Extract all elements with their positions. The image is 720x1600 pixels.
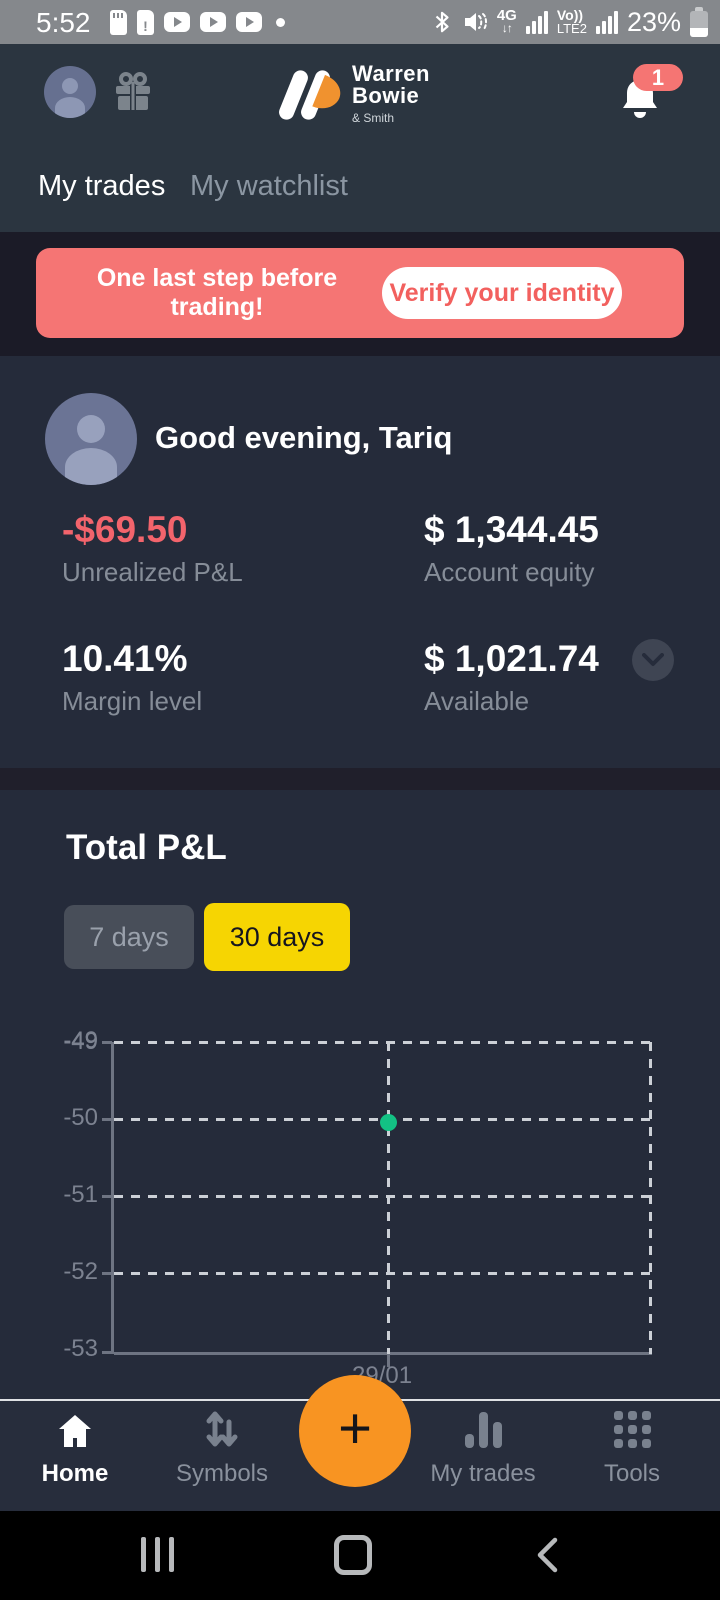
trades-icon xyxy=(464,1412,502,1448)
nav-label: Tools xyxy=(603,1460,661,1487)
gridline-v xyxy=(387,1042,390,1354)
expand-stats-button[interactable] xyxy=(632,639,674,681)
stat-available: $ 1,021.74 Available xyxy=(424,637,599,721)
stat-label: Unrealized P&L xyxy=(62,557,243,587)
x-tick xyxy=(387,1355,390,1367)
nav-label: My trades xyxy=(430,1460,536,1487)
plus-icon: + xyxy=(338,1396,372,1461)
stat-value: -$69.50 xyxy=(62,509,188,550)
stat-unrealized-pnl: -$69.50 Unrealized P&L xyxy=(62,508,243,592)
y-axis-line xyxy=(111,1042,114,1354)
nav-item-my-trades[interactable]: My trades xyxy=(403,1408,563,1488)
mute-icon xyxy=(464,13,487,31)
user-avatar[interactable] xyxy=(45,393,137,485)
gridline-h xyxy=(114,1272,652,1275)
chevron-down-icon xyxy=(642,653,664,666)
brand-logo-icon xyxy=(276,67,341,125)
brand-logo: Warren Bowie & Smith xyxy=(276,61,468,126)
battery-icon xyxy=(690,7,708,37)
stat-label: Available xyxy=(424,686,530,716)
clock: 5:52 xyxy=(36,7,91,38)
tab-my-trades[interactable]: My trades xyxy=(38,170,166,202)
stat-label: Margin level xyxy=(62,686,203,716)
nav-item-symbols[interactable]: Symbols xyxy=(142,1408,302,1488)
battery-percent: 23% xyxy=(626,6,681,37)
status-left-icons: ! xyxy=(110,8,285,36)
verify-identity-button[interactable]: Verify your identity xyxy=(382,267,622,319)
pnl-chart: -49 xyxy=(0,1010,720,1390)
sd-card-alert-icon: ! xyxy=(137,9,154,35)
volte-lte2-label: Vo)) LTE2 xyxy=(556,7,587,36)
bluetooth-icon xyxy=(435,11,449,33)
gift-icon[interactable] xyxy=(114,72,152,112)
symbols-icon xyxy=(206,1411,238,1447)
gridline-h xyxy=(114,1041,652,1044)
status-bar: 5:52 ! 4G ↓↑ Vo)) xyxy=(0,0,720,44)
tools-icon xyxy=(613,1411,651,1448)
home-icon xyxy=(59,1415,91,1447)
play-icon xyxy=(164,12,190,32)
android-nav-bar xyxy=(0,1511,720,1600)
gridline-v xyxy=(649,1042,652,1354)
chart-data-point[interactable] xyxy=(380,1114,397,1131)
banner-message: One last step before trading! xyxy=(96,264,338,321)
signal-icon xyxy=(525,10,548,34)
stat-value: $ 1,021.74 xyxy=(424,638,599,679)
y-tick-label: -50 xyxy=(63,1104,98,1131)
app-header xyxy=(0,44,720,232)
tab-my-watchlist[interactable]: My watchlist xyxy=(190,170,348,202)
y-tick-label: -51 xyxy=(63,1181,98,1208)
nav-label: Symbols xyxy=(175,1460,269,1487)
range-30days-button[interactable]: 30 days xyxy=(204,903,350,971)
notification-badge: 1 xyxy=(633,64,683,91)
recents-icon[interactable] xyxy=(141,1537,174,1572)
sd-card-icon xyxy=(110,9,127,35)
y-tick xyxy=(102,1272,112,1275)
profile-avatar[interactable] xyxy=(44,66,96,118)
y-tick xyxy=(102,1195,112,1198)
nav-label: Home xyxy=(41,1460,109,1487)
nav-item-tools[interactable]: Tools xyxy=(552,1408,712,1488)
stat-value: 10.41% xyxy=(62,638,188,679)
pnl-title: Total P&L xyxy=(66,828,227,867)
stat-margin-level: 10.41% Margin level xyxy=(62,637,202,721)
range-7days-button[interactable]: 7 days xyxy=(64,905,194,969)
notification-dot-icon xyxy=(276,17,285,27)
brand-logo-text: Warren Bowie & Smith xyxy=(352,61,430,126)
y-tick xyxy=(102,1118,112,1121)
x-axis-line xyxy=(114,1352,652,1355)
y-tick-label: -49 xyxy=(63,1028,98,1055)
gridline-h xyxy=(114,1195,652,1198)
y-tick-label: -53 xyxy=(63,1335,98,1362)
y-tick-label: -52 xyxy=(63,1258,98,1285)
greeting-text: Good evening, Tariq xyxy=(155,420,453,455)
new-trade-fab[interactable]: + xyxy=(299,1375,411,1487)
play-icon xyxy=(236,12,262,32)
signal-icon xyxy=(595,10,618,34)
y-tick xyxy=(102,1351,112,1354)
y-tick xyxy=(102,1041,112,1044)
play-icon xyxy=(200,12,226,32)
pnl-panel xyxy=(0,790,720,1399)
status-right-icons: 4G ↓↑ Vo)) LTE2 23% xyxy=(431,5,708,39)
stat-value: $ 1,344.45 xyxy=(424,509,599,550)
stat-account-equity: $ 1,344.45 Account equity xyxy=(424,508,599,592)
4g-data-icon: 4G ↓↑ xyxy=(496,7,517,35)
stat-label: Account equity xyxy=(424,557,595,587)
back-icon[interactable] xyxy=(536,1537,558,1573)
verify-banner: One last step before trading! Verify you… xyxy=(36,248,684,338)
nav-item-home[interactable]: Home xyxy=(0,1408,155,1488)
android-home-icon[interactable] xyxy=(334,1535,372,1575)
y-tick-label: -49 xyxy=(63,1027,98,1054)
section-divider xyxy=(0,768,720,790)
